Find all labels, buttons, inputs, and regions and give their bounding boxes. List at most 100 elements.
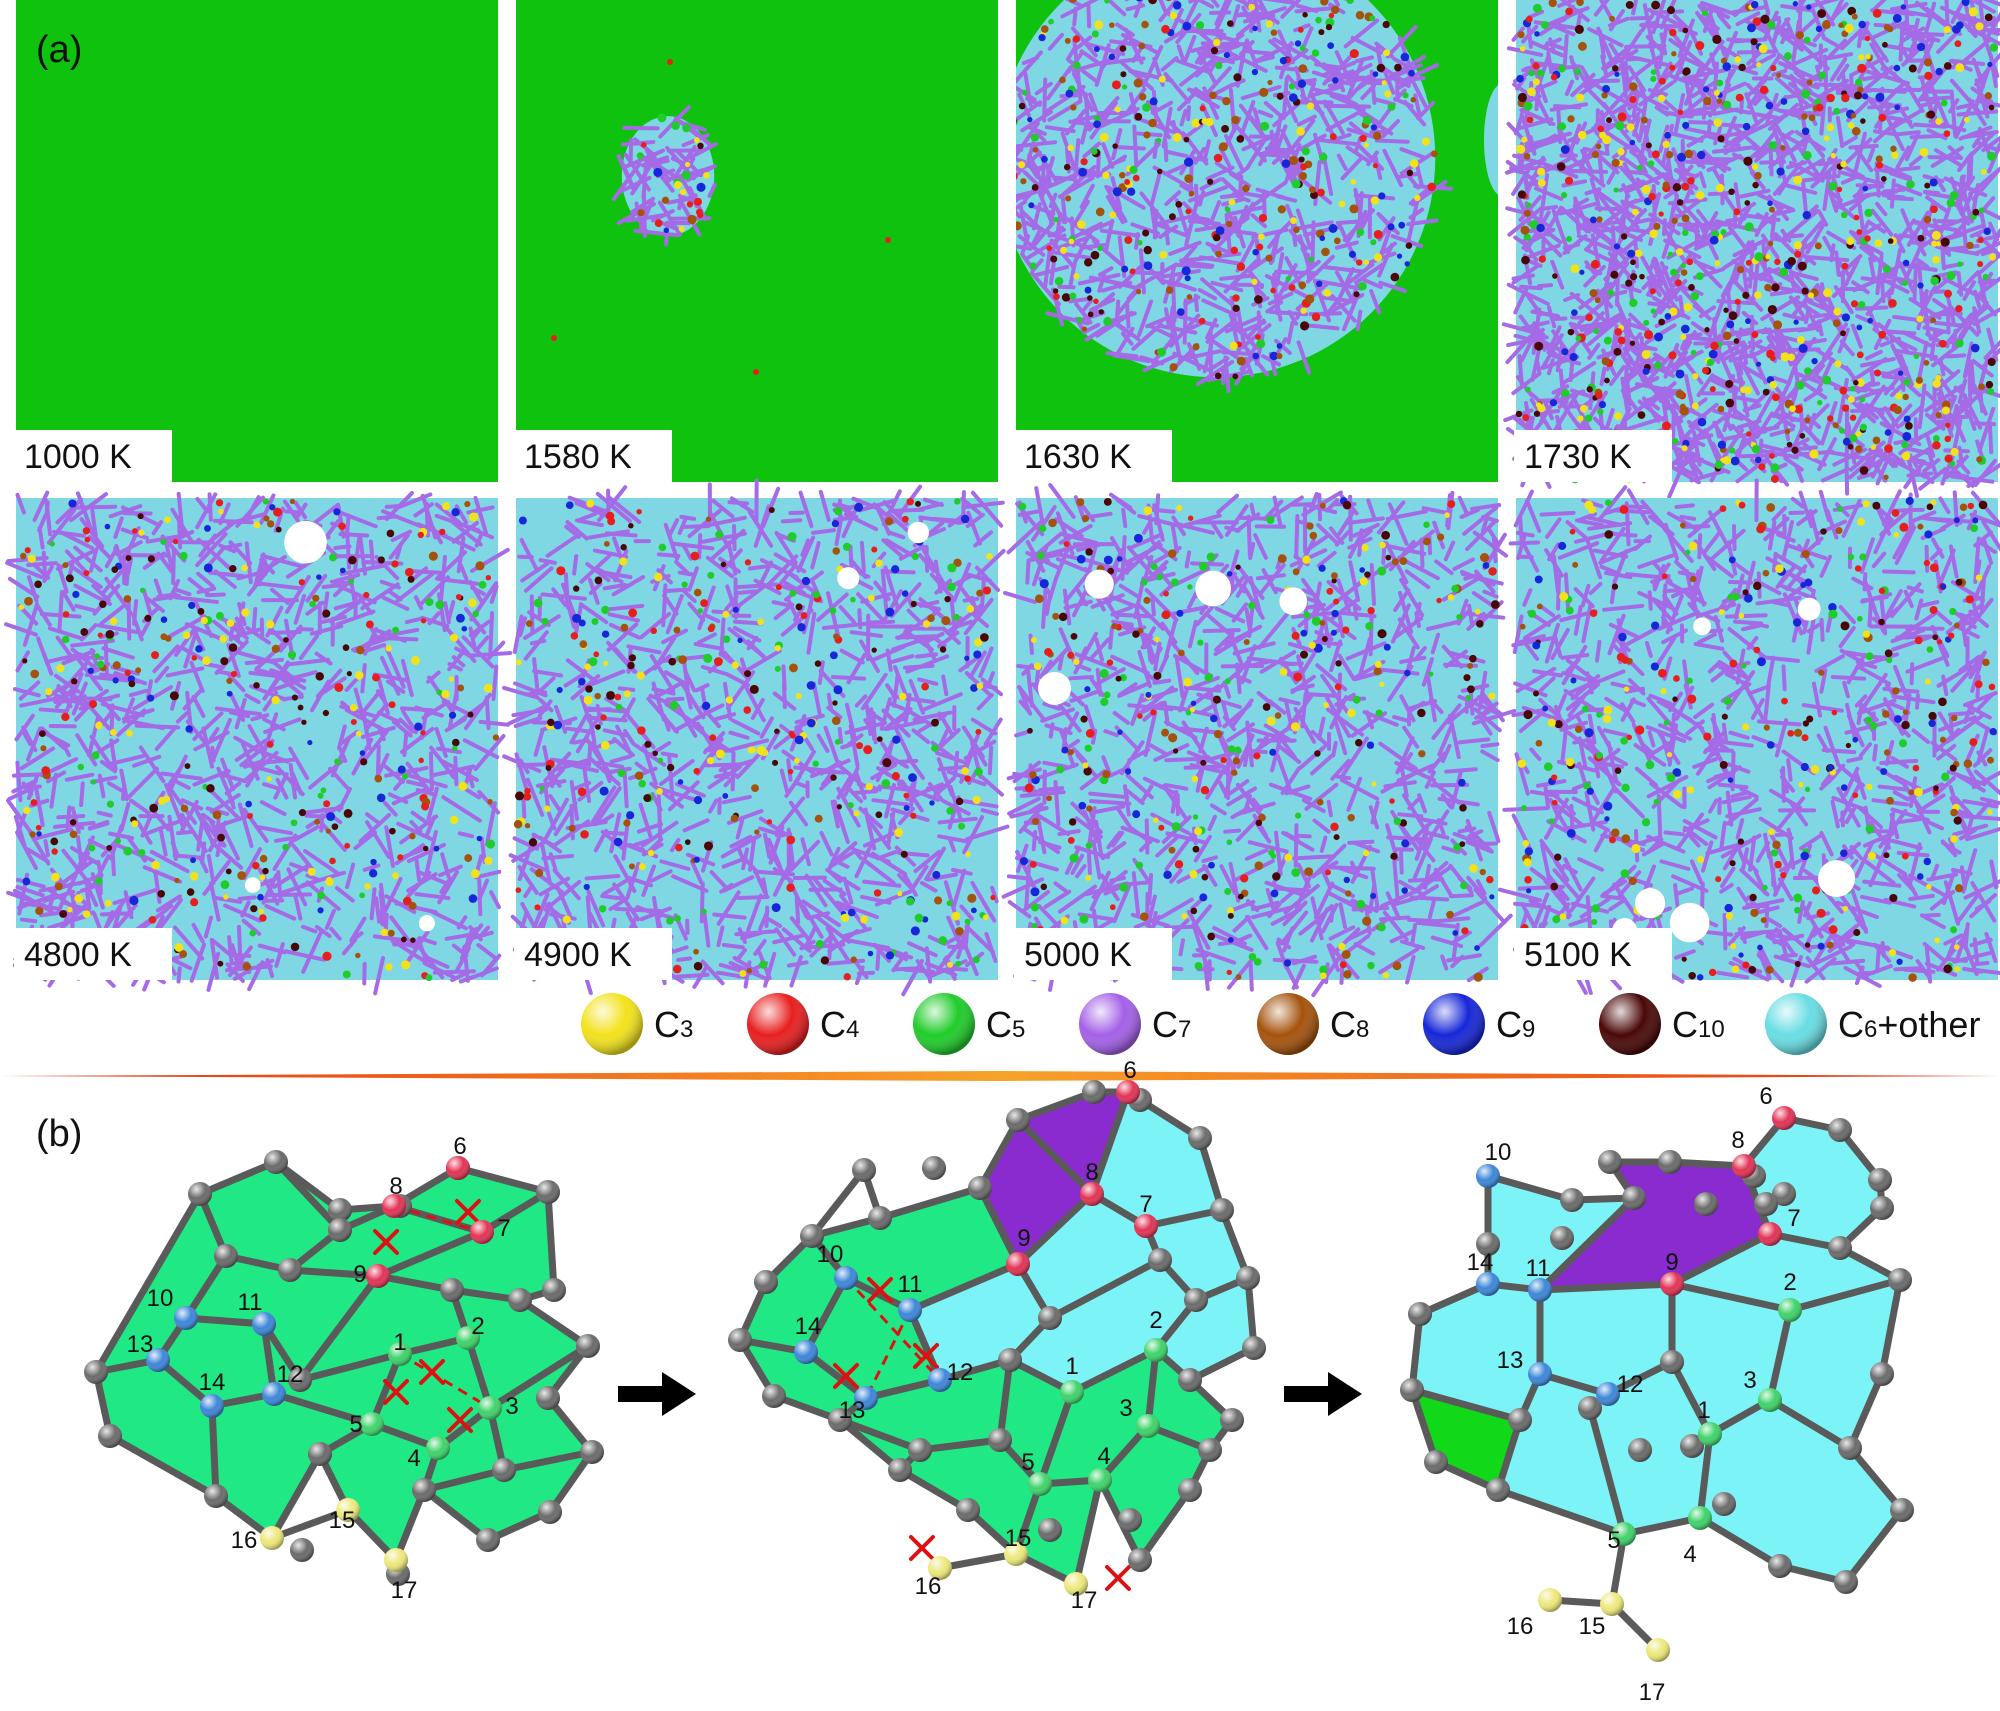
atom-number: 2	[471, 1313, 484, 1340]
legend-label: C7	[1152, 1004, 1191, 1045]
atom-number: 16	[1507, 1613, 1534, 1640]
snapshot-5: 4800 K	[4, 490, 513, 996]
temperature-label: 1000 K	[24, 438, 132, 476]
snapshot-label: 1630 K	[1014, 430, 1172, 482]
atom-number: 9	[353, 1261, 366, 1288]
snapshot-label: 5000 K	[1014, 928, 1172, 980]
atom-number: 9	[1017, 1225, 1030, 1252]
snapshot-label: 4900 K	[514, 928, 672, 980]
ring-face	[1010, 1260, 1196, 1392]
atom-number: 17	[1639, 1679, 1666, 1706]
atom-number: 16	[915, 1573, 942, 1600]
legend-label: C5	[986, 1004, 1025, 1045]
atom-number: 4	[407, 1445, 420, 1472]
legend-item: C9	[1423, 993, 1535, 1055]
atom-number: 15	[329, 1507, 356, 1534]
atom-number: 8	[389, 1173, 402, 1200]
ring-face	[740, 1340, 866, 1420]
ring-face	[1018, 1194, 1160, 1318]
atom-number: 5	[349, 1411, 362, 1438]
legend-label: C8	[1330, 1004, 1369, 1045]
atom-number: 4	[1683, 1541, 1696, 1568]
atom-number: 10	[1485, 1139, 1512, 1166]
atom-number: 8	[1731, 1127, 1744, 1154]
atom-number: 7	[1787, 1205, 1800, 1232]
atom-number: 15	[1005, 1525, 1032, 1552]
legend: C3 C4 C5 C7 C8 C9 C10 C6+other	[581, 993, 1980, 1055]
arrow	[618, 1372, 696, 1416]
atom-number: 11	[238, 1289, 263, 1316]
atom-number: 7	[1139, 1191, 1152, 1218]
atom-number: 6	[453, 1133, 466, 1160]
atom-number: 12	[1617, 1371, 1644, 1398]
ring-face	[1412, 1284, 1540, 1420]
ring-face	[840, 1360, 1010, 1450]
atom-number: 1	[1065, 1353, 1078, 1380]
ring-face	[424, 1452, 592, 1540]
atom-number: 8	[1085, 1159, 1098, 1186]
atom-number: 10	[817, 1241, 844, 1268]
ring-face	[812, 1188, 1018, 1310]
legend-item: C8	[1257, 993, 1369, 1055]
snapshot-3: 1630 K	[1014, 0, 1498, 482]
atom-number: 13	[1497, 1347, 1524, 1374]
atom-number: 12	[277, 1361, 304, 1388]
atom-number: 11	[898, 1271, 923, 1298]
snapshot-label: 4800 K	[14, 928, 172, 980]
temperature-label: 4800 K	[24, 936, 132, 974]
ring-face	[980, 1120, 1092, 1264]
temperature-label: 1630 K	[1024, 438, 1132, 476]
atom-number: 5	[1021, 1449, 1034, 1476]
panel-a: 1000 K 1580 K 1630 K 1730 K 4800 K 4900 K 5000…	[4, 0, 2000, 998]
ring-face	[1146, 1210, 1248, 1300]
ring-face	[424, 1408, 504, 1490]
ring-face	[1744, 1118, 1882, 1248]
ring-face	[96, 1194, 226, 1372]
atom-number: 2	[1149, 1307, 1162, 1334]
atom-number: 6	[1759, 1083, 1772, 1110]
atom-number: 1	[1697, 1397, 1710, 1424]
ring-face	[1156, 1278, 1254, 1380]
panel-a-label: (a)	[36, 29, 82, 71]
atom-number: 11	[1526, 1255, 1551, 1282]
atom-number: 3	[1119, 1395, 1132, 1422]
snapshot-7: 5000 K	[1001, 483, 1517, 998]
legend-label: C9	[1496, 1004, 1535, 1045]
snapshot-label: 1730 K	[1514, 430, 1672, 482]
atom-number: 17	[391, 1577, 418, 1604]
ring-face	[1540, 1284, 1672, 1394]
atom-number: 13	[127, 1331, 154, 1358]
atom-number: 3	[505, 1393, 518, 1420]
atom-number: 1	[393, 1329, 406, 1356]
temperature-label: 5100 K	[1524, 936, 1632, 974]
snapshot-1: 1000 K	[14, 0, 498, 482]
legend-label: C6+other	[1838, 1004, 1980, 1045]
legend-item: C10	[1599, 993, 1725, 1055]
ring-face	[300, 1276, 468, 1380]
atom-number: 10	[147, 1285, 174, 1312]
temperature-label: 4900 K	[524, 936, 632, 974]
temperature-label: 1580 K	[524, 438, 632, 476]
panel-b-label: (b)	[36, 1113, 82, 1155]
ring-face	[490, 1346, 592, 1470]
ring-face	[1040, 1350, 1156, 1484]
ring-face	[1148, 1350, 1232, 1450]
snapshot-2: 1580 K	[514, 0, 998, 482]
atom-number: 2	[1783, 1269, 1796, 1296]
atom-number: 7	[497, 1215, 510, 1242]
legend-label: C4	[820, 1004, 859, 1045]
atom-number: 12	[947, 1359, 974, 1386]
legend-item: C3	[581, 993, 693, 1055]
legend-item: C5	[913, 993, 1025, 1055]
snapshot-label: 1580 K	[514, 430, 672, 482]
arrow	[1284, 1372, 1362, 1416]
atom-number: 16	[231, 1527, 258, 1554]
atom-number: 9	[1665, 1249, 1678, 1276]
atom-number: 15	[1579, 1613, 1606, 1640]
ring-face	[1700, 1400, 1902, 1582]
atom-number: 14	[199, 1369, 226, 1396]
